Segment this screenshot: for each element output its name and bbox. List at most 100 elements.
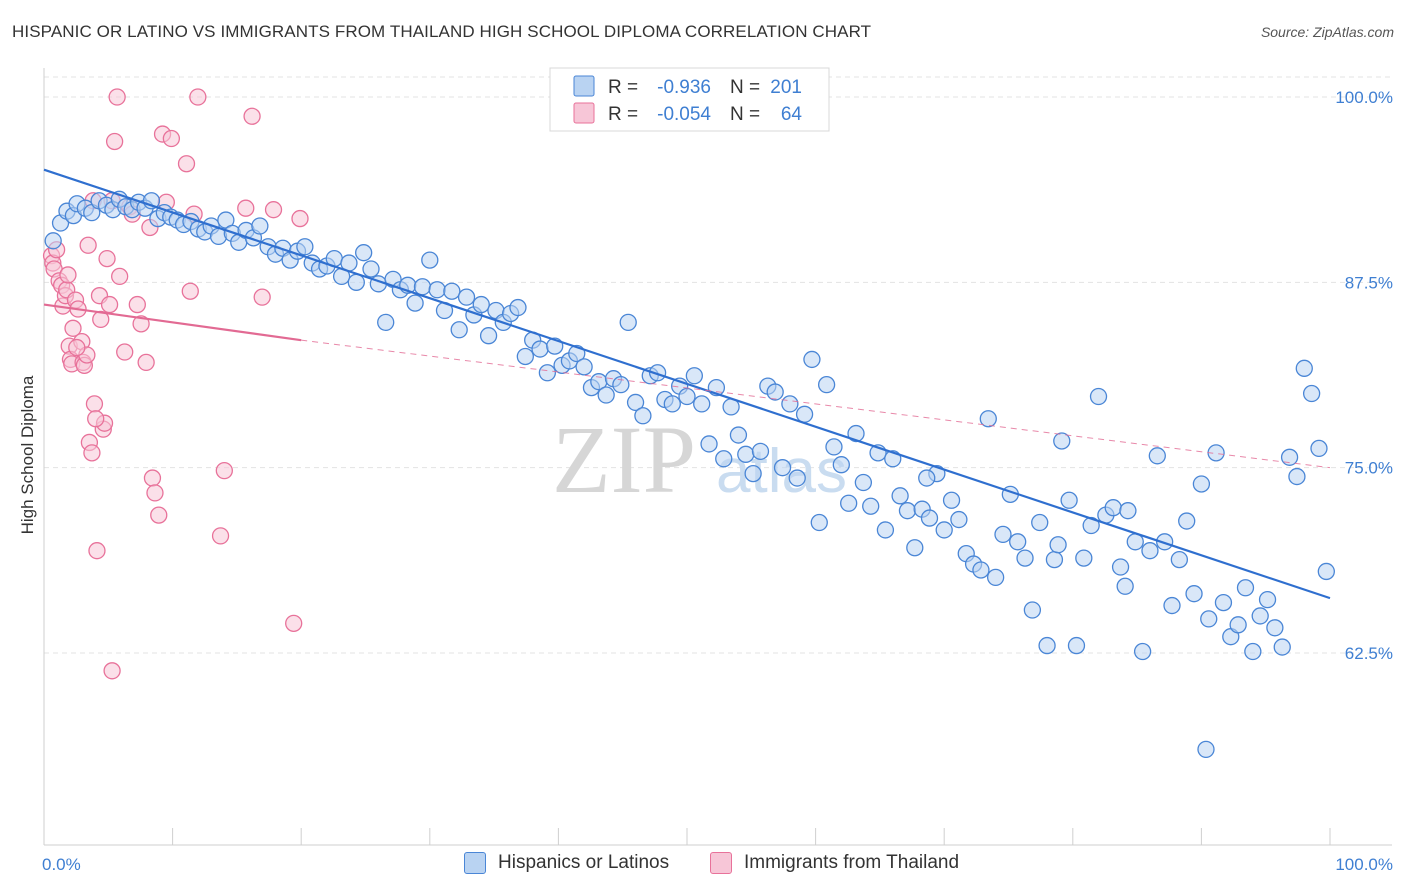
y-axis-label: High School Diploma bbox=[18, 375, 37, 534]
data-point-hispanic bbox=[685, 367, 703, 385]
data-point-hispanic bbox=[920, 509, 939, 527]
data-point-hispanic bbox=[619, 313, 637, 332]
data-point-hispanic bbox=[362, 260, 380, 278]
legend-n-label: N = bbox=[730, 104, 760, 125]
legend-r-value: -0.054 bbox=[657, 104, 711, 125]
data-point-hispanic bbox=[406, 294, 424, 312]
axes bbox=[43, 68, 1392, 846]
data-point-hispanic bbox=[1236, 579, 1255, 597]
watermark-zip: ZIP bbox=[552, 406, 696, 513]
data-point-hispanic bbox=[626, 393, 645, 412]
data-point-hispanic bbox=[1116, 577, 1134, 595]
data-point-hispanic bbox=[44, 232, 62, 250]
data-point-thailand bbox=[137, 353, 155, 372]
data-point-hispanic bbox=[847, 424, 865, 443]
legend-r-label: R = bbox=[608, 104, 638, 125]
data-point-hispanic bbox=[1148, 447, 1166, 465]
data-point-hispanic bbox=[1045, 550, 1064, 569]
data-point-thailand bbox=[189, 88, 207, 106]
data-point-hispanic bbox=[1317, 562, 1335, 581]
data-point-hispanic bbox=[1302, 384, 1321, 403]
data-point-thailand bbox=[103, 662, 121, 680]
legend-label-thailand: Immigrants from Thailand bbox=[744, 852, 960, 873]
data-point-thailand bbox=[177, 155, 196, 173]
x-tick-label: 0.0% bbox=[42, 855, 81, 874]
data-point-thailand bbox=[143, 469, 162, 487]
data-point-hispanic bbox=[355, 244, 373, 262]
data-point-hispanic bbox=[942, 491, 961, 509]
data-point-hispanic bbox=[891, 487, 909, 505]
data-point-hispanic bbox=[1104, 499, 1122, 517]
data-point-thailand bbox=[64, 319, 82, 337]
data-point-hispanic bbox=[1288, 467, 1306, 486]
data-point-thailand bbox=[79, 236, 97, 254]
data-point-hispanic bbox=[1197, 740, 1215, 759]
data-point-hispanic bbox=[443, 282, 461, 300]
data-point-hispanic bbox=[950, 510, 968, 529]
data-point-hispanic bbox=[1163, 596, 1181, 615]
data-point-hispanic bbox=[1031, 513, 1049, 532]
legend-r-value: -0.936 bbox=[657, 77, 711, 98]
y-tick-label: 87.5% bbox=[1345, 273, 1393, 292]
data-point-hispanic bbox=[1053, 432, 1071, 450]
data-point-hispanic bbox=[1295, 359, 1313, 377]
data-point-hispanic bbox=[715, 450, 733, 468]
legend-swatch-blue bbox=[464, 852, 486, 874]
data-point-hispanic bbox=[737, 445, 755, 463]
legend-stats: R = -0.936 N = 201 R = -0.054 N = 64 bbox=[549, 67, 830, 132]
data-point-hispanic bbox=[994, 525, 1012, 544]
trend-lines bbox=[43, 168, 1331, 600]
data-point-hispanic bbox=[1280, 448, 1299, 466]
data-point-thailand bbox=[215, 461, 233, 480]
y-tick-label: 100.0% bbox=[1335, 88, 1393, 107]
legend-n-value: 201 bbox=[770, 77, 802, 98]
data-point-thailand bbox=[253, 288, 271, 306]
data-point-thailand bbox=[87, 410, 105, 428]
data-point-hispanic bbox=[729, 426, 748, 444]
data-point-hispanic bbox=[1258, 590, 1277, 609]
data-point-hispanic bbox=[1170, 550, 1189, 569]
data-point-hispanic bbox=[1023, 601, 1042, 619]
data-point-hispanic bbox=[898, 502, 917, 520]
data-point-hispanic bbox=[810, 513, 828, 532]
data-point-hispanic bbox=[1119, 502, 1137, 520]
data-point-hispanic bbox=[538, 364, 557, 382]
data-point-hispanic bbox=[972, 561, 990, 579]
legend-bottom: Hispanics or Latinos Immigrants from Tha… bbox=[0, 852, 1406, 878]
data-point-thailand bbox=[100, 295, 119, 314]
data-point-thailand bbox=[108, 88, 126, 106]
data-point-hispanic bbox=[795, 405, 814, 423]
data-point-thailand bbox=[116, 343, 134, 361]
data-point-hispanic bbox=[377, 313, 395, 332]
data-point-hispanic bbox=[1214, 593, 1233, 612]
data-point-hispanic bbox=[1244, 642, 1262, 661]
legend-label-hispanics: Hispanics or Latinos bbox=[498, 852, 670, 873]
data-point-thailand bbox=[146, 484, 164, 502]
data-point-thailand bbox=[150, 506, 168, 524]
watermark: ZIP atlas bbox=[552, 406, 847, 513]
grid-lines bbox=[44, 76, 1392, 654]
data-point-hispanic bbox=[1060, 491, 1078, 509]
data-point-hispanic bbox=[693, 395, 711, 413]
data-point-thailand bbox=[83, 444, 101, 462]
legend-box bbox=[549, 67, 830, 132]
data-point-hispanic bbox=[1156, 533, 1174, 551]
data-point-hispanic bbox=[1038, 636, 1056, 655]
legend-n-label: N = bbox=[730, 77, 760, 98]
data-point-thailand bbox=[59, 266, 77, 284]
data-point-hispanic bbox=[1067, 636, 1086, 655]
data-point-hispanic bbox=[700, 435, 718, 453]
data-point-hispanic bbox=[986, 568, 1005, 587]
trend-line-thailand bbox=[43, 303, 302, 342]
data-point-hispanic bbox=[862, 497, 880, 515]
x-tick-label: 100.0% bbox=[1335, 855, 1393, 874]
data-point-hispanic bbox=[575, 358, 593, 376]
data-point-thailand bbox=[243, 107, 261, 125]
data-point-thailand bbox=[291, 209, 309, 228]
data-point-hispanic bbox=[906, 539, 924, 557]
data-point-hispanic bbox=[1178, 512, 1196, 530]
data-point-hispanic bbox=[1111, 558, 1130, 576]
chart-title: HISPANIC OR LATINO VS IMMIGRANTS FROM TH… bbox=[12, 22, 872, 41]
data-point-hispanic bbox=[479, 327, 498, 345]
